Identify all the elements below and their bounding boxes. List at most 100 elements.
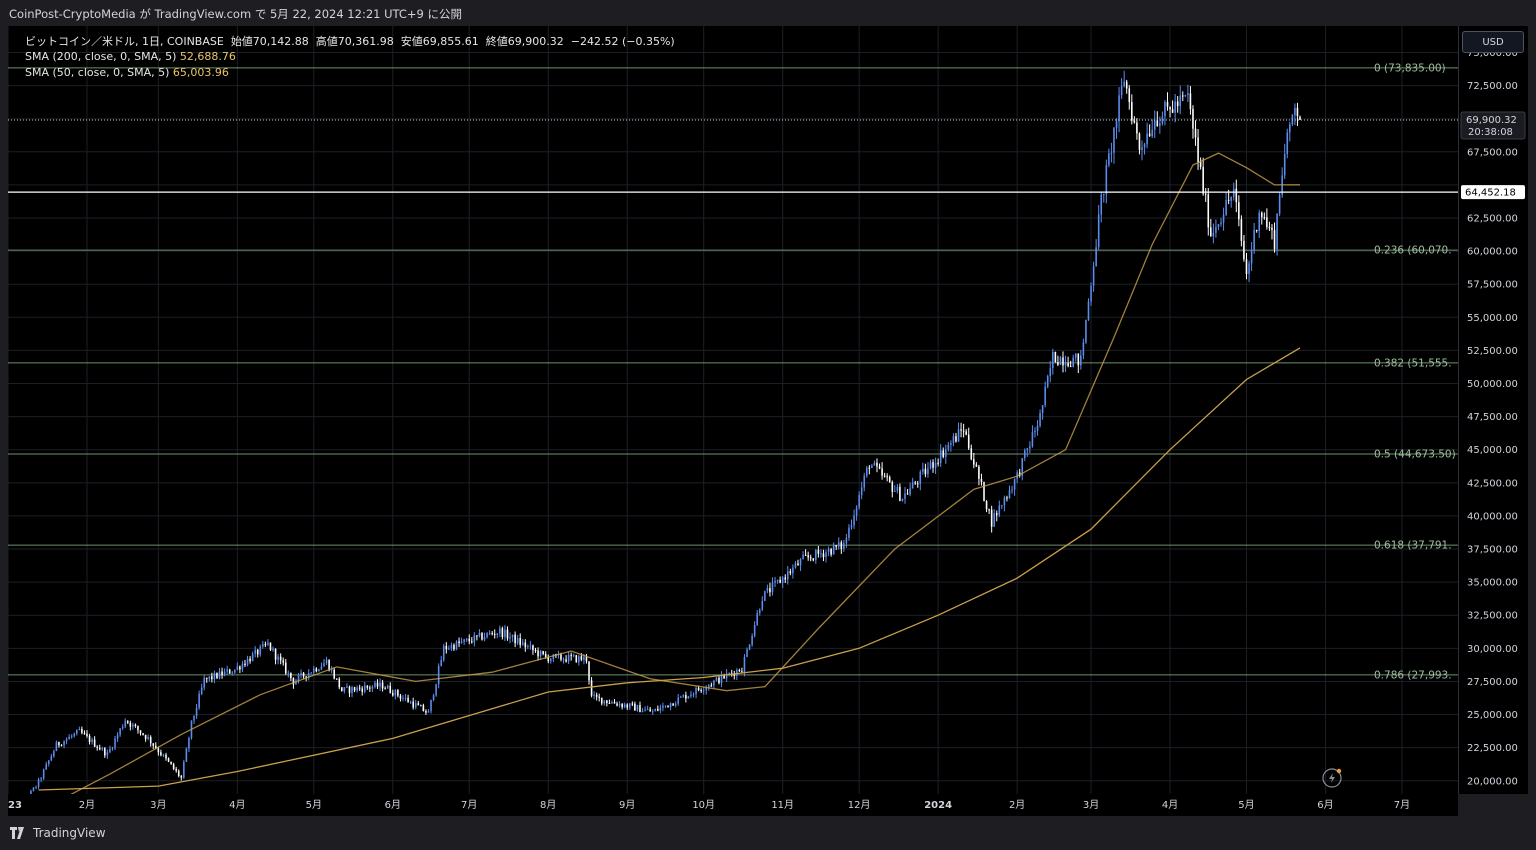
candle-body [109, 748, 111, 753]
candle-body [669, 703, 672, 708]
candle-body [1227, 199, 1230, 201]
candle-body [404, 697, 407, 699]
candle-body [1161, 116, 1164, 124]
horizontal-line-badge: 64,452.18 [1461, 185, 1525, 200]
candle-body [662, 705, 664, 708]
candle-body [756, 613, 758, 626]
candle-body [848, 527, 850, 538]
candle-body [397, 690, 399, 696]
high-value: 高値70,361.98 [315, 35, 394, 48]
candle-body [310, 672, 313, 674]
candle-body [256, 649, 259, 655]
candle-body [346, 686, 348, 688]
candle-body [1240, 219, 1243, 241]
candle-body [116, 734, 119, 739]
candle-body [585, 656, 588, 662]
candle-body [690, 694, 692, 697]
sma50-legend[interactable]: SMA (50, close, 0, SMA, 5) 65,003.96 [25, 66, 229, 79]
candle-body [1166, 101, 1169, 107]
candle-body [1049, 368, 1052, 377]
candle-body [626, 704, 629, 708]
candle-body [873, 462, 876, 466]
candle-body [1095, 247, 1097, 267]
candle-body [1296, 107, 1299, 117]
currency-button[interactable]: USD [1462, 31, 1524, 53]
candle-body [766, 588, 769, 591]
candle-body [290, 672, 292, 679]
candle-body [639, 705, 641, 713]
candle-body [830, 549, 832, 555]
candle-body [1011, 489, 1013, 491]
candle-body [325, 659, 328, 664]
candle-body [172, 764, 175, 769]
candle-body [764, 590, 766, 601]
candle-body [486, 633, 488, 638]
candle-body [1212, 232, 1215, 237]
candle-body [414, 703, 417, 708]
candle-body [1034, 430, 1036, 433]
candle-body [751, 635, 753, 645]
candle-body [779, 579, 781, 583]
candle-body [1225, 199, 1227, 215]
candle-body [124, 721, 127, 727]
candle-body [30, 790, 32, 794]
candle-body [104, 748, 106, 756]
candle-body [358, 687, 361, 689]
candle-body [1253, 229, 1255, 251]
candle-body [315, 668, 318, 672]
candle-body [1133, 120, 1136, 123]
sma200-legend[interactable]: SMA (200, close, 0, SMA, 5) 52,688.76 [25, 50, 236, 63]
candle-body [970, 448, 973, 460]
time-tick-label: 7月 [1394, 799, 1410, 811]
candle-body [1245, 259, 1248, 275]
candle-body [208, 676, 211, 679]
price-tick-label: 37,500.00 [1467, 545, 1518, 556]
candle-body [802, 554, 804, 560]
candle-body [392, 692, 394, 696]
candle-body [718, 677, 720, 684]
time-tick-label: 2月 [1009, 799, 1025, 811]
candle-body [741, 671, 743, 673]
candle-body [1260, 212, 1263, 218]
lightning-icon[interactable] [1322, 768, 1342, 788]
candle-body [896, 486, 899, 491]
candle-body [924, 468, 927, 475]
chart-pane[interactable]: 0 (73,835.00) 0.236 (60,070. 0.382 (51,555… [8, 26, 1458, 794]
price-tick-label: 40,000.00 [1467, 511, 1518, 522]
candle-body [422, 705, 425, 712]
price-axis[interactable]: 20,000.00 22,500.00 25,000.00 27,500.00 30,0… [1458, 26, 1529, 794]
candle-body [106, 752, 109, 756]
candle-body [705, 687, 708, 691]
candle-body [160, 752, 162, 756]
countdown-label: 20:38:08 [1468, 127, 1513, 138]
candle-body [313, 668, 315, 673]
price-tick-label: 45,000.00 [1467, 445, 1518, 456]
candle-body [361, 688, 364, 692]
price-tick-label: 67,500.00 [1467, 147, 1518, 158]
candle-body [725, 673, 728, 679]
price-chart[interactable]: 0 (73,835.00) 0.236 (60,070. 0.382 (51,555… [8, 26, 1458, 794]
candle-body [379, 682, 381, 687]
candle-body [1046, 376, 1049, 387]
candle-body [1080, 355, 1082, 366]
candle-body [702, 690, 705, 692]
candle-body [1136, 122, 1138, 134]
candle-body [409, 701, 412, 703]
tradingview-logo[interactable]: TradingView [10, 826, 106, 840]
horizontal-line-price-label: 64,452.18 [1465, 188, 1516, 199]
time-tick-label: 12月 [848, 799, 871, 811]
time-axis[interactable]: 2023 2月 3月 4月 5月 6月 7月 8月 9月 10月 11月 12月 2024 2月 3月 4月 5… [0, 794, 1458, 816]
candle-body [878, 466, 881, 469]
candle-body [501, 628, 504, 638]
candle-body [147, 736, 149, 739]
candle-body [1023, 450, 1026, 459]
candle-body [1092, 266, 1095, 286]
candle-body [1238, 202, 1240, 220]
candle-body [646, 709, 649, 711]
candle-body [129, 722, 132, 727]
candle-body [860, 487, 863, 496]
candle-body [975, 464, 978, 467]
candle-body [1036, 425, 1039, 431]
candle-body [175, 768, 177, 771]
